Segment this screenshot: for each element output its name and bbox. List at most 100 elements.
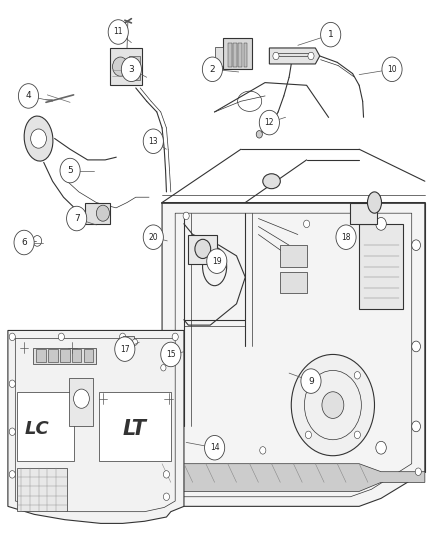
Circle shape	[121, 57, 141, 82]
Circle shape	[412, 421, 420, 432]
Circle shape	[415, 468, 421, 475]
Circle shape	[143, 225, 163, 249]
Bar	[280, 245, 307, 266]
Circle shape	[163, 471, 170, 478]
Text: 6: 6	[21, 238, 27, 247]
Bar	[72, 349, 81, 362]
Bar	[33, 348, 96, 364]
Bar	[223, 38, 252, 69]
Text: 15: 15	[166, 350, 176, 359]
Circle shape	[202, 57, 223, 82]
Circle shape	[322, 392, 344, 418]
Circle shape	[18, 84, 39, 108]
Polygon shape	[162, 464, 425, 491]
Circle shape	[132, 339, 138, 345]
Bar	[233, 43, 237, 67]
Circle shape	[304, 220, 310, 228]
Circle shape	[259, 110, 279, 135]
Polygon shape	[162, 203, 425, 506]
Bar	[85, 203, 110, 224]
Circle shape	[9, 380, 15, 387]
Circle shape	[305, 372, 311, 379]
Bar	[350, 203, 377, 224]
Bar	[17, 468, 67, 511]
Text: 10: 10	[387, 65, 397, 74]
Circle shape	[113, 57, 128, 76]
Bar	[228, 43, 232, 67]
Bar	[17, 392, 74, 461]
Text: LC: LC	[25, 420, 49, 438]
Circle shape	[183, 212, 189, 220]
Circle shape	[161, 365, 166, 371]
Circle shape	[67, 206, 87, 231]
Circle shape	[354, 431, 360, 439]
Circle shape	[376, 441, 386, 454]
Circle shape	[291, 354, 374, 456]
Circle shape	[9, 428, 15, 435]
Bar	[99, 392, 171, 461]
Text: 13: 13	[148, 137, 158, 146]
Text: 11: 11	[113, 28, 123, 36]
Circle shape	[163, 493, 170, 500]
Circle shape	[31, 129, 46, 148]
Circle shape	[321, 22, 341, 47]
Circle shape	[336, 225, 356, 249]
Bar	[48, 349, 58, 362]
Bar	[69, 378, 93, 426]
Polygon shape	[269, 48, 320, 64]
Circle shape	[9, 333, 15, 341]
Circle shape	[60, 158, 80, 183]
Circle shape	[205, 435, 225, 460]
Circle shape	[195, 239, 211, 259]
Text: 9: 9	[308, 377, 314, 385]
Text: 18: 18	[341, 233, 351, 241]
Circle shape	[207, 249, 227, 273]
Circle shape	[376, 217, 386, 230]
Text: LT: LT	[123, 419, 147, 439]
Circle shape	[301, 369, 321, 393]
Circle shape	[9, 471, 15, 478]
Circle shape	[354, 372, 360, 379]
Circle shape	[260, 447, 266, 454]
Bar	[238, 43, 242, 67]
Bar	[280, 272, 307, 293]
Text: 19: 19	[212, 257, 222, 265]
Ellipse shape	[24, 116, 53, 161]
Text: 7: 7	[74, 214, 80, 223]
Circle shape	[74, 389, 89, 408]
Bar	[36, 349, 46, 362]
Ellipse shape	[263, 174, 280, 189]
Circle shape	[256, 131, 262, 138]
Circle shape	[143, 129, 163, 154]
Circle shape	[96, 205, 110, 221]
Text: 1: 1	[328, 30, 334, 39]
Bar	[129, 56, 140, 80]
Polygon shape	[8, 330, 184, 523]
Bar	[60, 349, 70, 362]
Circle shape	[14, 230, 34, 255]
Text: 3: 3	[128, 65, 134, 74]
Bar	[244, 43, 247, 67]
Text: 5: 5	[67, 166, 73, 175]
Circle shape	[58, 333, 64, 341]
Bar	[123, 336, 134, 345]
Bar	[359, 224, 403, 309]
Circle shape	[412, 240, 420, 251]
Text: 14: 14	[210, 443, 219, 452]
Circle shape	[108, 20, 128, 44]
Bar	[162, 351, 173, 361]
Circle shape	[172, 333, 178, 341]
Text: 12: 12	[265, 118, 274, 127]
Circle shape	[161, 342, 181, 367]
Bar	[188, 235, 217, 264]
Bar	[215, 47, 223, 66]
Text: 17: 17	[120, 345, 130, 353]
Text: 2: 2	[210, 65, 215, 74]
Circle shape	[412, 341, 420, 352]
Ellipse shape	[367, 192, 381, 213]
Text: 4: 4	[26, 92, 31, 100]
Bar	[84, 349, 93, 362]
Bar	[110, 48, 142, 85]
Circle shape	[273, 52, 279, 60]
Text: 20: 20	[148, 233, 158, 241]
